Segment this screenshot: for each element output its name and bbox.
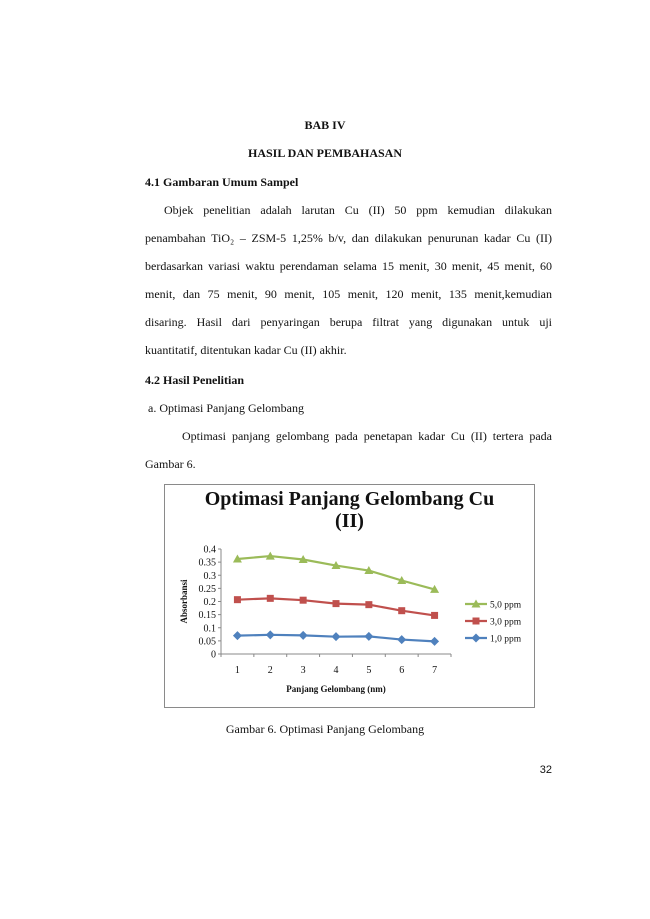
legend-label: 1,0 ppm (490, 635, 522, 645)
chart-title-line1: Optimasi Panjang Gelombang Cu (204, 488, 495, 510)
paragraph-line: Optimasi panjang gelombang pada penetapa… (182, 429, 552, 443)
x-axis-label: Panjang Gelombang (nm) (286, 684, 386, 694)
y-tick-label: 0.2 (204, 597, 217, 608)
legend-marker (471, 633, 481, 643)
data-point (265, 630, 275, 640)
y-axis-label: Absorbansi (179, 579, 189, 624)
line-chart: 0 0.05 0.1 0.15 0.2 0.25 0.3 0.35 0.4 1 2 3 4 5 6 7 Panj… (179, 545, 522, 695)
legend-label: 3,0 ppm (490, 618, 522, 628)
data-point (397, 576, 407, 584)
x-tick-label: 4 (334, 665, 339, 676)
data-point (365, 601, 373, 609)
legend-marker (471, 599, 481, 608)
x-tick-label: 2 (268, 665, 273, 676)
section-4-2-title: 4.2 Hasil Penelitian (145, 373, 244, 387)
data-point (331, 632, 341, 642)
paragraph-line: Objek penelitian adalah larutan Cu (II) … (164, 203, 552, 217)
paragraph-line: Gambar 6. (145, 457, 196, 471)
data-point (232, 631, 242, 641)
paragraph-line: kuantitatif, ditentukan kadar Cu (II) ak… (145, 343, 347, 357)
y-tick-label: 0.3 (204, 571, 217, 582)
data-point (298, 555, 308, 563)
y-tick-label: 0.15 (199, 610, 217, 621)
page-number: 32 (539, 764, 552, 776)
paragraph-line: disaring. Hasil dari penyaringan berupa … (145, 315, 552, 329)
y-tick-label: 0.35 (199, 558, 217, 569)
x-tick-label: 1 (235, 665, 240, 676)
y-tick-label: 0.25 (199, 584, 217, 595)
data-point (364, 631, 374, 641)
data-point (431, 611, 439, 619)
data-point (232, 554, 242, 563)
x-tick-label: 3 (301, 665, 306, 676)
data-point (331, 561, 341, 570)
data-point (298, 630, 308, 640)
legend-marker (472, 617, 480, 625)
chapter-heading: BAB IV (304, 118, 346, 132)
y-tick-label: 0.1 (204, 623, 217, 634)
data-point (430, 584, 440, 593)
data-point (233, 596, 241, 604)
paragraph-line: menit, dan 75 menit, 90 menit, 105 menit… (145, 287, 552, 301)
x-tick-label: 7 (432, 665, 437, 676)
data-point (364, 566, 374, 575)
legend-label: 5,0 ppm (490, 601, 522, 611)
y-tick-label: 0.4 (204, 545, 217, 556)
y-tick-label: 0 (211, 650, 216, 661)
data-point (430, 636, 440, 646)
data-point (299, 596, 307, 604)
paragraph-line: berdasarkan variasi waktu perendaman sel… (145, 259, 552, 273)
data-point (398, 607, 406, 615)
subsection-title: a. Optimasi Panjang Gelombang (148, 401, 304, 415)
data-point (265, 551, 275, 560)
x-tick-label: 6 (399, 665, 404, 676)
chart-title-line2: (II) (335, 510, 364, 532)
data-point (397, 635, 407, 645)
chapter-title: HASIL DAN PEMBAHASAN (247, 146, 403, 160)
x-tick-label: 5 (366, 665, 371, 676)
section-4-1-title: 4.1 Gambaran Umum Sampel (145, 175, 299, 189)
figure-caption: Gambar 6. Optimasi Panjang Gelombang (225, 722, 425, 736)
chart-frame: Optimasi Panjang Gelombang Cu (II) 0 0.05… (164, 484, 535, 708)
data-point (266, 594, 274, 602)
data-point (332, 600, 340, 608)
paragraph-line: penambahan TiO₂ – ZSM-5 1,25% b/v, dan d… (145, 231, 552, 245)
y-tick-label: 0.05 (199, 636, 217, 647)
